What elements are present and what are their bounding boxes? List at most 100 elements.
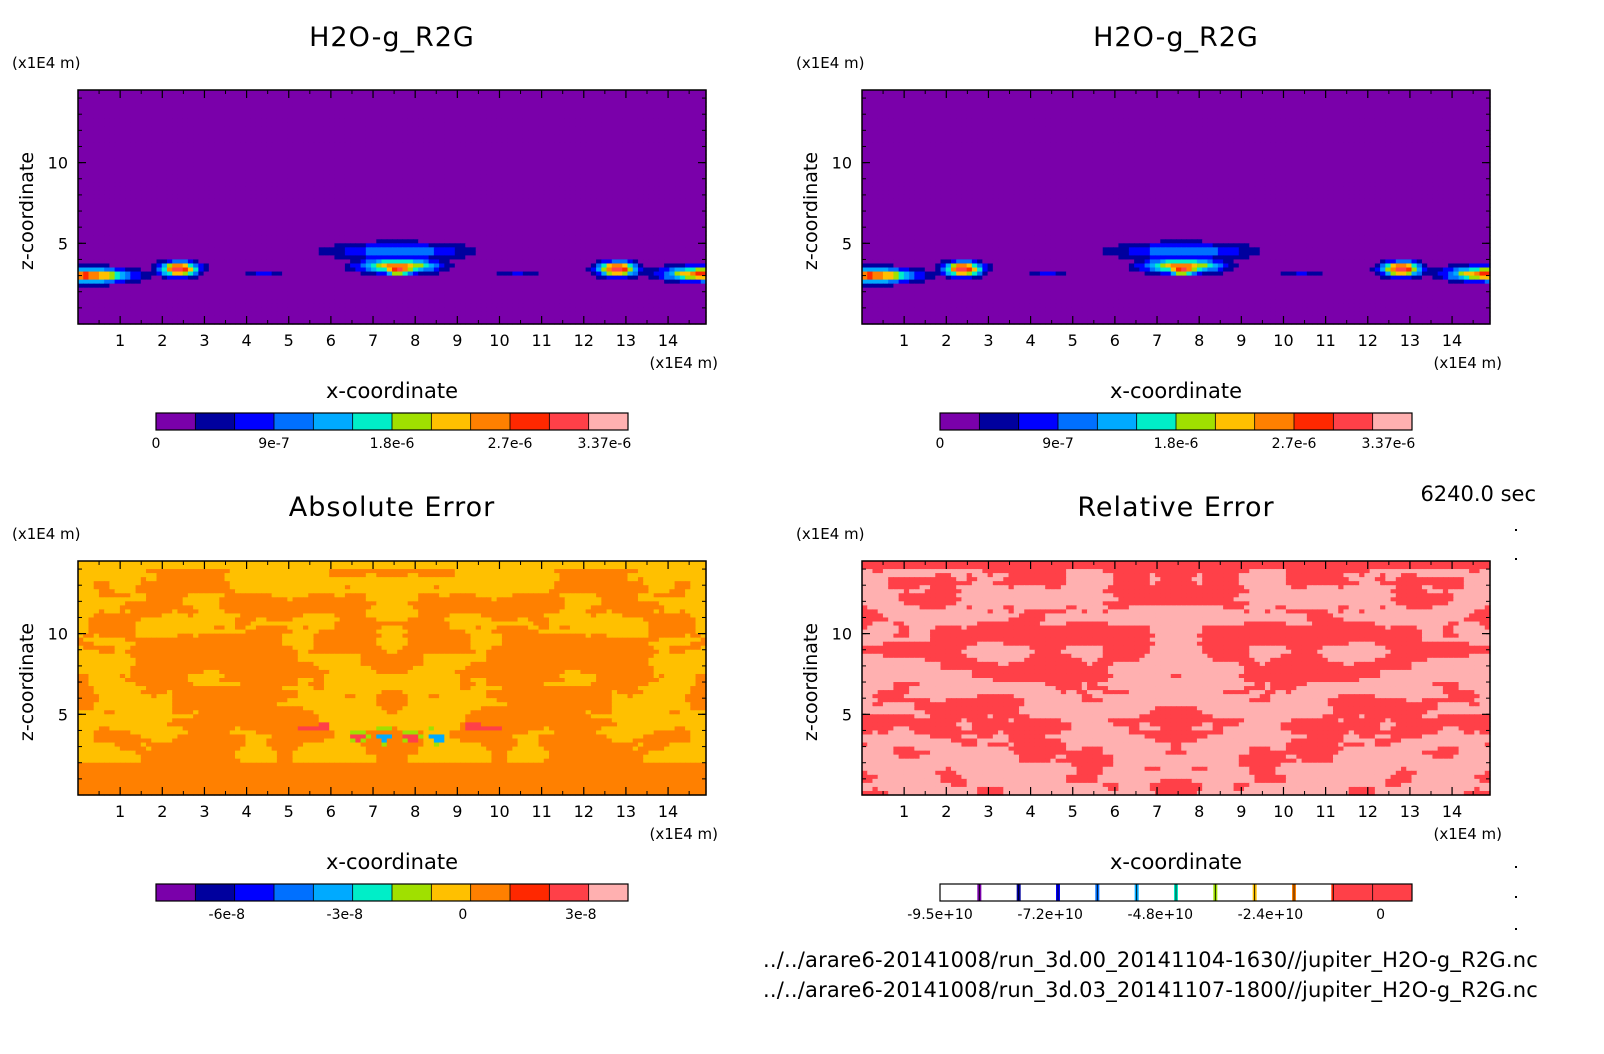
heatmap-cell [444, 138, 450, 143]
heatmap-cell [83, 195, 89, 200]
heatmap-cell [450, 239, 456, 244]
heatmap-cell [245, 171, 251, 176]
heatmap-cell [345, 114, 351, 119]
heatmap-cell [481, 199, 487, 204]
heatmap-cell [109, 235, 115, 240]
heatmap-cell [455, 227, 461, 232]
heatmap-cell [675, 175, 681, 180]
heatmap-cell [177, 179, 183, 184]
heatmap-cell [690, 126, 696, 131]
heatmap-cell [476, 130, 482, 135]
heatmap-cell [382, 203, 388, 208]
heatmap-cell [664, 130, 670, 135]
heatmap-cell [120, 110, 126, 115]
heatmap-cell [465, 118, 471, 123]
heatmap-cell [219, 106, 225, 111]
heatmap-cell [78, 243, 84, 248]
heatmap-cell [680, 167, 686, 172]
heatmap-cell [413, 235, 419, 240]
heatmap-cell [104, 142, 110, 147]
heatmap-cell [125, 114, 131, 119]
heatmap-cell [575, 175, 581, 180]
heatmap-cell [549, 138, 555, 143]
heatmap-cell [565, 134, 571, 139]
heatmap-cell [261, 167, 267, 172]
heatmap-cell [387, 98, 393, 103]
heatmap-cell [502, 235, 508, 240]
heatmap-cell [408, 235, 414, 240]
heatmap-cell [209, 179, 215, 184]
heatmap-cell [136, 231, 142, 236]
heatmap-cell [219, 118, 225, 123]
heatmap-cell [486, 98, 492, 103]
heatmap-cell [324, 122, 330, 127]
heatmap-cell [638, 142, 644, 147]
heatmap-cell [230, 102, 236, 107]
heatmap-cell [204, 163, 210, 168]
heatmap-cell [434, 114, 440, 119]
heatmap-cell [565, 199, 571, 204]
heatmap-cell [549, 146, 555, 151]
heatmap-cell [287, 138, 293, 143]
heatmap-cell [198, 142, 204, 147]
heatmap-cell [685, 187, 691, 192]
heatmap-cell [88, 215, 94, 220]
heatmap-cell [188, 98, 194, 103]
heatmap-cell [664, 163, 670, 168]
heatmap-cell [685, 126, 691, 131]
heatmap-cell [298, 199, 304, 204]
heatmap-cell [512, 203, 518, 208]
heatmap-cell [648, 175, 654, 180]
heatmap-cell [115, 219, 121, 224]
heatmap-cell [188, 175, 194, 180]
heatmap-cell [512, 130, 518, 135]
heatmap-cell [361, 171, 367, 176]
heatmap-cell [136, 167, 142, 172]
heatmap-cell [392, 146, 398, 151]
heatmap-cell [329, 239, 335, 244]
heatmap-cell [350, 191, 356, 196]
heatmap-cell [565, 219, 571, 224]
heatmap-cell [219, 138, 225, 143]
heatmap-cell [580, 231, 586, 236]
heatmap-cell [230, 134, 236, 139]
heatmap-cell [183, 179, 189, 184]
heatmap-cell [633, 171, 639, 176]
heatmap-cell [287, 179, 293, 184]
heatmap-cell [256, 219, 262, 224]
heatmap-cell [371, 199, 377, 204]
heatmap-cell [235, 199, 241, 204]
heatmap-cell [277, 98, 283, 103]
heatmap-cell [256, 227, 262, 232]
heatmap-cell [680, 102, 686, 107]
heatmap-cell [225, 179, 231, 184]
heatmap-cell [130, 195, 136, 200]
heatmap-cell [99, 106, 105, 111]
heatmap-cell [675, 146, 681, 151]
heatmap-cell [654, 138, 660, 143]
heatmap-cell [680, 187, 686, 192]
heatmap-cell [371, 122, 377, 127]
heatmap-cell [136, 146, 142, 151]
heatmap-cell [83, 191, 89, 196]
heatmap-cell [308, 187, 314, 192]
heatmap-cell [429, 203, 435, 208]
heatmap-cell [261, 203, 267, 208]
heatmap-cell [429, 223, 435, 228]
heatmap-cell [638, 183, 644, 188]
heatmap-cell [204, 175, 210, 180]
heatmap-cell [654, 243, 660, 248]
heatmap-cell [491, 211, 497, 216]
heatmap-cell [193, 211, 199, 216]
heatmap-cell [554, 239, 560, 244]
heatmap-cell [151, 207, 157, 212]
heatmap-cell [235, 146, 241, 151]
heatmap-cell [151, 94, 157, 99]
heatmap-cell [376, 159, 382, 164]
heatmap-cell [423, 199, 429, 204]
heatmap-cell [256, 235, 262, 240]
heatmap-cell [429, 191, 435, 196]
heatmap-cell [277, 239, 283, 244]
heatmap-cell [157, 126, 163, 131]
